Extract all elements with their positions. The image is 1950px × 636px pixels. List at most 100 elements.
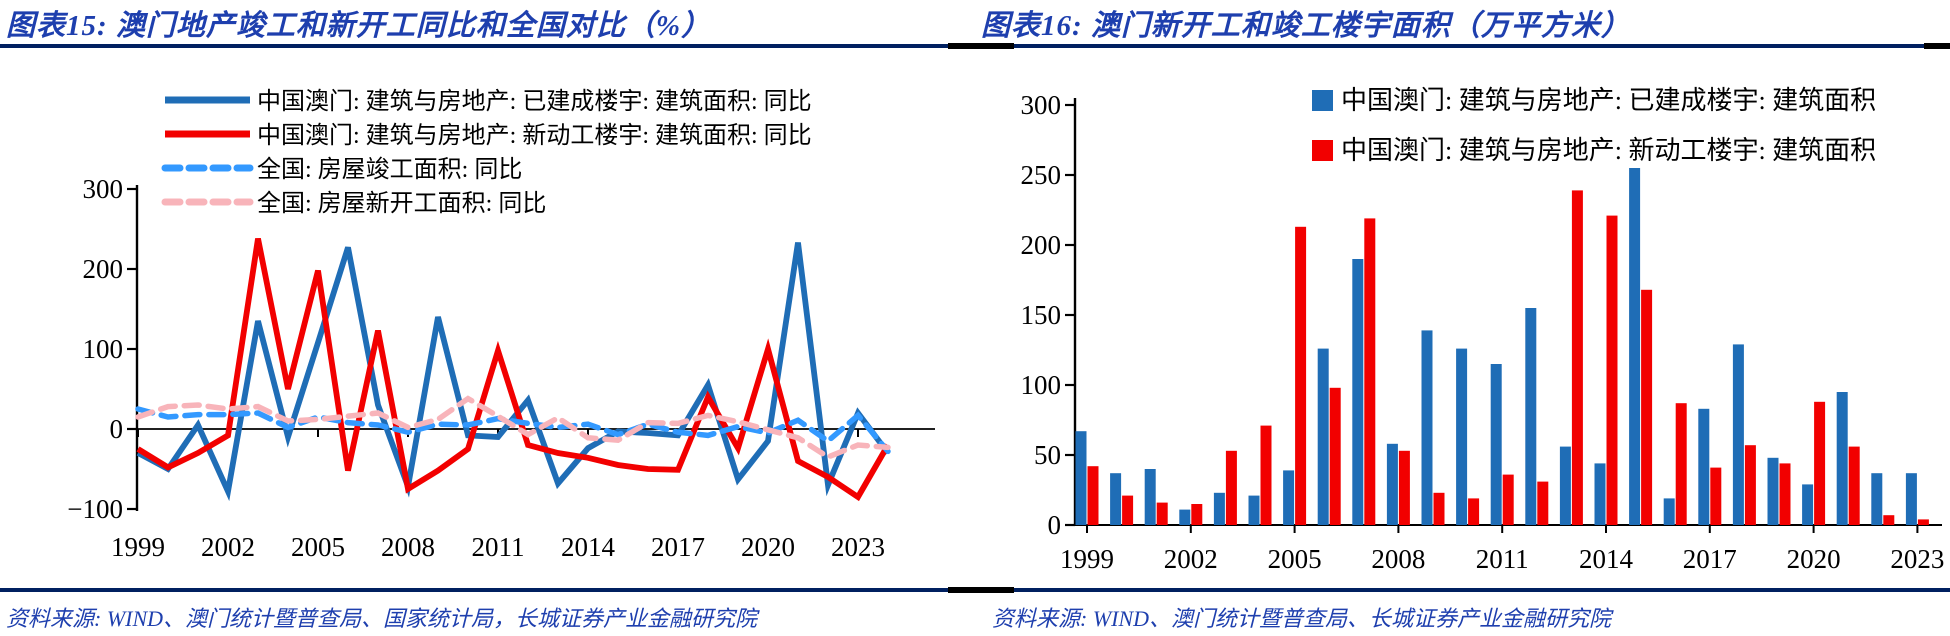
bar-new-starts-2014 bbox=[1606, 215, 1618, 525]
legend-swatch-1 bbox=[1312, 140, 1333, 161]
figure15-source: 资料来源: WIND、澳门统计暨普查局、国家统计局，长城证券产业金融研究院 bbox=[6, 606, 758, 631]
bar-completed-2004 bbox=[1248, 495, 1260, 525]
y-tick-label: 0 bbox=[110, 414, 124, 444]
x-tick-label: 2020 bbox=[741, 532, 795, 562]
x-tick-label: 1999 bbox=[1060, 544, 1114, 574]
bar-completed-2002 bbox=[1179, 509, 1191, 525]
legend-label-0: 中国澳门: 建筑与房地产: 已建成楼宇: 建筑面积 bbox=[1341, 86, 1876, 115]
bar-new-starts-2016 bbox=[1675, 403, 1687, 525]
x-tick-label: 2017 bbox=[1683, 544, 1737, 574]
bar-new-starts-2021 bbox=[1848, 446, 1860, 525]
bar-completed-2016 bbox=[1663, 498, 1675, 525]
y-tick-label: −100 bbox=[67, 494, 123, 524]
bar-completed-2017 bbox=[1698, 408, 1710, 525]
y-tick-label: 250 bbox=[1021, 160, 1062, 190]
bar-completed-2003 bbox=[1213, 492, 1225, 525]
x-tick-label: 2011 bbox=[1476, 544, 1529, 574]
x-tick-label: 2002 bbox=[201, 532, 255, 562]
figure16-title: 图表16: 澳门新开工和竣工楼宇面积（万平方米） bbox=[981, 10, 1631, 42]
y-tick-label: 200 bbox=[83, 254, 124, 284]
legend-label-3: 全国: 房屋新开工面积: 同比 bbox=[257, 190, 546, 217]
x-tick-label: 2023 bbox=[1890, 544, 1944, 574]
bar-new-starts-2005 bbox=[1295, 226, 1307, 526]
bar-completed-2006 bbox=[1317, 348, 1329, 525]
bar-completed-2015 bbox=[1629, 168, 1641, 525]
bar-new-starts-1999 bbox=[1087, 466, 1099, 525]
bar-completed-2009 bbox=[1421, 330, 1433, 525]
bar-new-starts-2008 bbox=[1398, 450, 1410, 525]
bar-new-starts-2013 bbox=[1571, 190, 1583, 525]
bar-new-starts-2004 bbox=[1260, 425, 1272, 525]
bar-completed-2008 bbox=[1386, 443, 1398, 525]
bottom-divider-black-segment bbox=[948, 587, 1014, 593]
bar-new-starts-2000 bbox=[1122, 495, 1134, 525]
bar-new-starts-2010 bbox=[1468, 498, 1480, 525]
bar-completed-2012 bbox=[1525, 308, 1537, 525]
y-tick-label: 300 bbox=[1021, 90, 1062, 120]
x-tick-label: 2014 bbox=[1579, 544, 1634, 574]
bar-new-starts-2011 bbox=[1502, 474, 1514, 525]
legend-label-2: 全国: 房屋竣工面积: 同比 bbox=[257, 156, 522, 183]
bar-new-starts-2017 bbox=[1710, 467, 1722, 525]
bar-completed-2022 bbox=[1871, 473, 1883, 525]
bar-completed-2010 bbox=[1456, 348, 1468, 525]
x-tick-label: 2005 bbox=[291, 532, 345, 562]
bar-new-starts-2023 bbox=[1917, 519, 1929, 525]
top-divider-black-segment bbox=[948, 43, 1014, 49]
x-tick-label: 2017 bbox=[651, 532, 705, 562]
series-line-3 bbox=[135, 395, 891, 461]
figure16-bar-chart: 0 50 100 150 200 250 300 1999 2002 2005 2008 2011 20… bbox=[1021, 86, 1945, 574]
bar-completed-2007 bbox=[1352, 259, 1364, 525]
series-line-2 bbox=[135, 406, 891, 455]
bar-completed-1999 bbox=[1075, 431, 1087, 525]
bar-completed-2021 bbox=[1836, 392, 1848, 525]
series-line-1 bbox=[136, 238, 891, 502]
x-tick-label: 2020 bbox=[1787, 544, 1841, 574]
x-tick-label: 2014 bbox=[561, 532, 616, 562]
y-tick-label: 300 bbox=[83, 174, 124, 204]
bar-new-starts-2001 bbox=[1156, 502, 1168, 525]
figure15-title: 图表15: 澳门地产竣工和新开工同比和全国对比（%） bbox=[6, 10, 712, 42]
y-tick-label: 0 bbox=[1048, 510, 1062, 540]
bar-completed-2019 bbox=[1767, 457, 1779, 525]
legend-label-1: 中国澳门: 建筑与房地产: 新动工楼宇: 建筑面积: 同比 bbox=[257, 122, 812, 149]
figure16-source: 资料来源: WIND、澳门统计暨普查局、长城证券产业金融研究院 bbox=[992, 606, 1612, 631]
x-tick-label: 2008 bbox=[1371, 544, 1425, 574]
top-divider-black-end bbox=[1924, 43, 1950, 49]
bar-new-starts-2019 bbox=[1779, 463, 1791, 525]
x-tick-label: 2002 bbox=[1164, 544, 1218, 574]
bar-new-starts-2003 bbox=[1225, 450, 1237, 525]
y-tick-label: 100 bbox=[83, 334, 124, 364]
bar-new-starts-2002 bbox=[1191, 504, 1203, 525]
bar-new-starts-2007 bbox=[1364, 218, 1376, 525]
x-tick-label: 2005 bbox=[1268, 544, 1322, 574]
bar-completed-2023 bbox=[1905, 473, 1917, 525]
y-tick-label: 200 bbox=[1021, 230, 1062, 260]
legend-label-0: 中国澳门: 建筑与房地产: 已建成楼宇: 建筑面积: 同比 bbox=[257, 88, 812, 115]
y-tick-label: 150 bbox=[1021, 300, 1062, 330]
bar-new-starts-2012 bbox=[1537, 481, 1549, 525]
bar-completed-2011 bbox=[1490, 364, 1502, 525]
legend-label-1: 中国澳门: 建筑与房地产: 新动工楼宇: 建筑面积 bbox=[1341, 136, 1876, 165]
x-tick-label: 2023 bbox=[831, 532, 885, 562]
x-tick-label: 1999 bbox=[111, 532, 165, 562]
bar-new-starts-2018 bbox=[1744, 445, 1756, 525]
bar-completed-2018 bbox=[1732, 344, 1744, 525]
y-tick-label: 100 bbox=[1021, 370, 1062, 400]
bar-new-starts-2020 bbox=[1814, 401, 1826, 525]
y-tick-label: 50 bbox=[1034, 440, 1061, 470]
bar-completed-2014 bbox=[1594, 463, 1606, 525]
x-tick-label: 2011 bbox=[472, 532, 525, 562]
x-tick-label: 2008 bbox=[381, 532, 435, 562]
bar-completed-2013 bbox=[1559, 446, 1571, 525]
legend-swatch-0 bbox=[1312, 90, 1333, 111]
bar-completed-2020 bbox=[1802, 484, 1814, 525]
bar-new-starts-2022 bbox=[1883, 515, 1895, 525]
bar-completed-2005 bbox=[1283, 470, 1295, 525]
figure15-line-chart: −100 0 100 200 300 1999 2002 2005 2008 2011 2014 20… bbox=[67, 88, 935, 562]
bar-completed-2001 bbox=[1144, 469, 1156, 525]
bar-new-starts-2006 bbox=[1329, 387, 1341, 525]
bar-new-starts-2009 bbox=[1433, 492, 1445, 525]
